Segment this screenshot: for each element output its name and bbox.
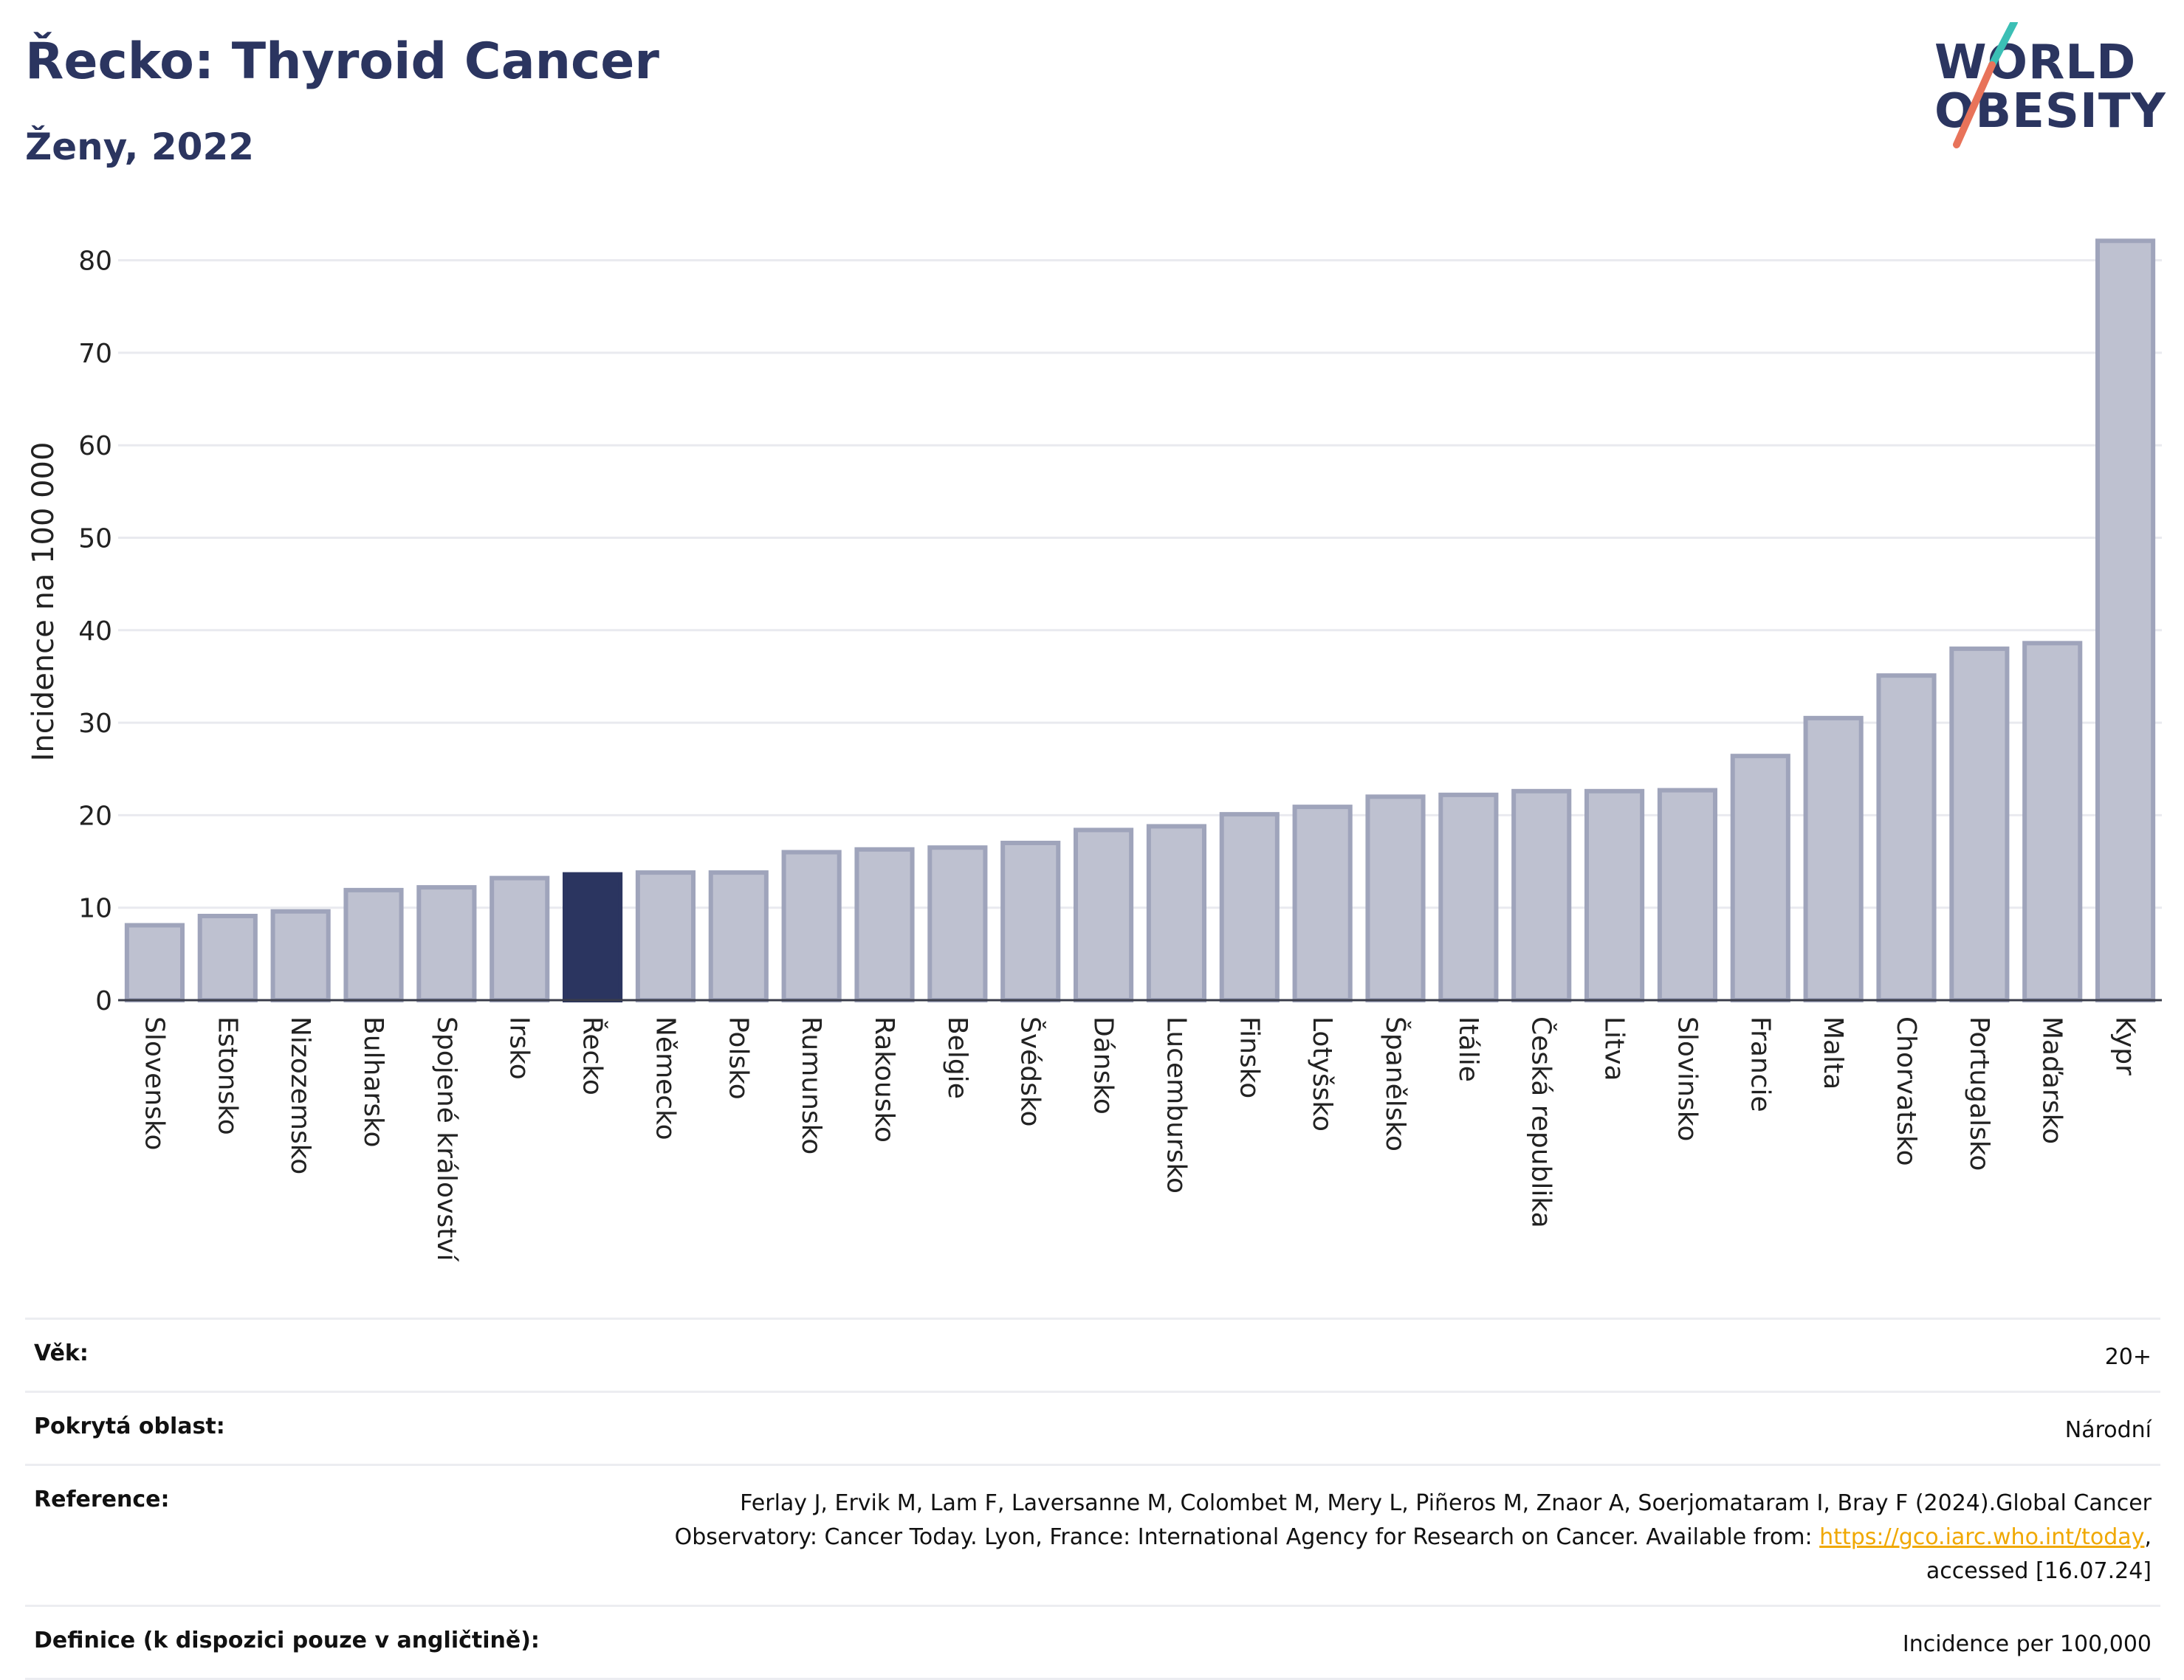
bar-4	[343, 887, 404, 1002]
bar-7	[563, 872, 623, 1002]
x-tick-label: Lucembursko	[1161, 1016, 1191, 1194]
x-tick-label: Slovinsko	[1672, 1016, 1702, 1141]
x-tick-label: Rakousko	[869, 1016, 899, 1143]
x-tick-label: Maďarsko	[2037, 1016, 2067, 1144]
y-axis-ticks: 0 10 20 30 40 50 60 70 80	[78, 247, 112, 1016]
x-tick-label: Polsko	[723, 1016, 753, 1100]
area-label: Pokrytá oblast:	[34, 1414, 225, 1439]
reference-accessed: , accessed [16.07.24]	[1926, 1524, 2152, 1584]
chart-title: Řecko: Thyroid Cancer	[25, 32, 659, 91]
bar-18	[1365, 794, 1426, 1002]
bar-2	[197, 913, 258, 1002]
bar-6	[490, 875, 550, 1002]
bar-14	[1074, 827, 1134, 1003]
world-obesity-logo: WORLD OBESITY	[1920, 22, 2171, 162]
x-tick-label: Nizozemsko	[285, 1016, 315, 1174]
bar-chart: 0 10 20 30 40 50 60 70 80 Incidence na 100 000 S…	[27, 238, 2162, 1262]
grid-lines	[118, 259, 2162, 909]
x-tick-label: Malta	[1818, 1016, 1848, 1089]
x-tick-label: Rumunsko	[796, 1016, 826, 1154]
bar-8	[635, 870, 696, 1003]
x-tick-label: Řecko	[577, 1016, 608, 1095]
x-tick-label: Finsko	[1234, 1016, 1264, 1098]
chart-subtitle: Ženy, 2022	[25, 125, 255, 168]
y-tick-label: 10	[78, 894, 112, 924]
bar-10	[781, 850, 842, 1002]
bar-19	[1438, 792, 1499, 1002]
bar-24	[1803, 715, 1864, 1002]
y-tick-label: 70	[78, 339, 112, 369]
bar-28	[2095, 238, 2156, 1003]
bar-21	[1584, 788, 1645, 1002]
x-tick-label: Německo	[650, 1016, 680, 1140]
reference-value: Ferlay J, Ervik M, Lam F, Laversanne M, …	[601, 1487, 2152, 1588]
bar-26	[1949, 646, 2010, 1002]
y-tick-label: 0	[95, 986, 112, 1016]
bar-3	[270, 909, 331, 1002]
y-tick-label: 50	[78, 523, 112, 554]
bar-27	[2022, 641, 2083, 1002]
bar-12	[927, 845, 988, 1002]
bars	[124, 238, 2156, 1003]
bar-16	[1219, 812, 1280, 1003]
meta-row-reference: Reference: Ferlay J, Ervik M, Lam F, Lav…	[25, 1464, 2160, 1605]
reference-link[interactable]: https://gco.iarc.who.int/today	[1819, 1524, 2145, 1550]
x-tick-label: Dánsko	[1088, 1016, 1119, 1115]
metadata-table: Věk: 20+ Pokrytá oblast: Národní Referen…	[25, 1318, 2160, 1680]
bar-20	[1511, 788, 1572, 1002]
reference-label: Reference:	[34, 1487, 170, 1512]
y-tick-label: 60	[78, 431, 112, 461]
x-tick-label: Česká republika	[1526, 1016, 1557, 1228]
bar-9	[708, 870, 769, 1003]
x-tick-label: Kypr	[2110, 1016, 2140, 1075]
x-tick-label: Irsko	[504, 1016, 535, 1080]
x-tick-label: Spojené království	[431, 1016, 461, 1262]
definition-label: Definice (k dispozici pouze v angličtině…	[34, 1628, 540, 1653]
y-tick-label: 40	[78, 616, 112, 647]
x-tick-label: Francie	[1745, 1016, 1775, 1112]
y-tick-label: 20	[78, 801, 112, 831]
y-axis-label: Incidence na 100 000	[27, 442, 61, 762]
bar-22	[1657, 788, 1717, 1003]
bar-11	[854, 847, 915, 1002]
area-value: Národní	[2064, 1417, 2152, 1443]
x-tick-label: Slovensko	[139, 1016, 169, 1151]
x-tick-label: Španělsko	[1380, 1016, 1411, 1151]
x-tick-label: Chorvatsko	[1891, 1016, 1921, 1166]
bar-23	[1730, 754, 1790, 1002]
bar-15	[1146, 824, 1206, 1002]
bar-13	[1000, 840, 1061, 1003]
bar-5	[416, 885, 477, 1002]
x-tick-label: Itálie	[1453, 1016, 1483, 1082]
x-axis-tick-labels: Slovensko Estonsko Nizozemsko Bulharsko Spoj…	[139, 1016, 2140, 1262]
definition-value: Incidence per 100,000	[1902, 1631, 2152, 1657]
x-tick-label: Lotyšsko	[1307, 1016, 1337, 1132]
logo-slash-icon	[1953, 22, 2018, 148]
x-tick-label: Belgie	[942, 1016, 972, 1099]
x-tick-label: Švédsko	[1015, 1016, 1046, 1127]
x-tick-label: Litva	[1599, 1016, 1630, 1081]
age-value: 20+	[2104, 1344, 2152, 1370]
bar-25	[1876, 673, 1937, 1002]
y-tick-label: 80	[78, 247, 112, 277]
bar-17	[1292, 805, 1353, 1002]
meta-row-definition: Definice (k dispozici pouze v angličtině…	[25, 1605, 2160, 1680]
reference-text: Ferlay J, Ervik M, Lam F, Laversanne M, …	[674, 1490, 2152, 1550]
bar-1	[124, 923, 185, 1003]
x-tick-label: Portugalsko	[1964, 1016, 1994, 1171]
x-tick-label: Estonsko	[212, 1016, 242, 1135]
meta-row-area: Pokrytá oblast: Národní	[25, 1391, 2160, 1464]
x-tick-label: Bulharsko	[358, 1016, 388, 1148]
logo-text-line1: WORLD	[1934, 35, 2137, 90]
age-label: Věk:	[34, 1340, 89, 1366]
y-tick-label: 30	[78, 709, 112, 739]
meta-row-age: Věk: 20+	[25, 1318, 2160, 1391]
